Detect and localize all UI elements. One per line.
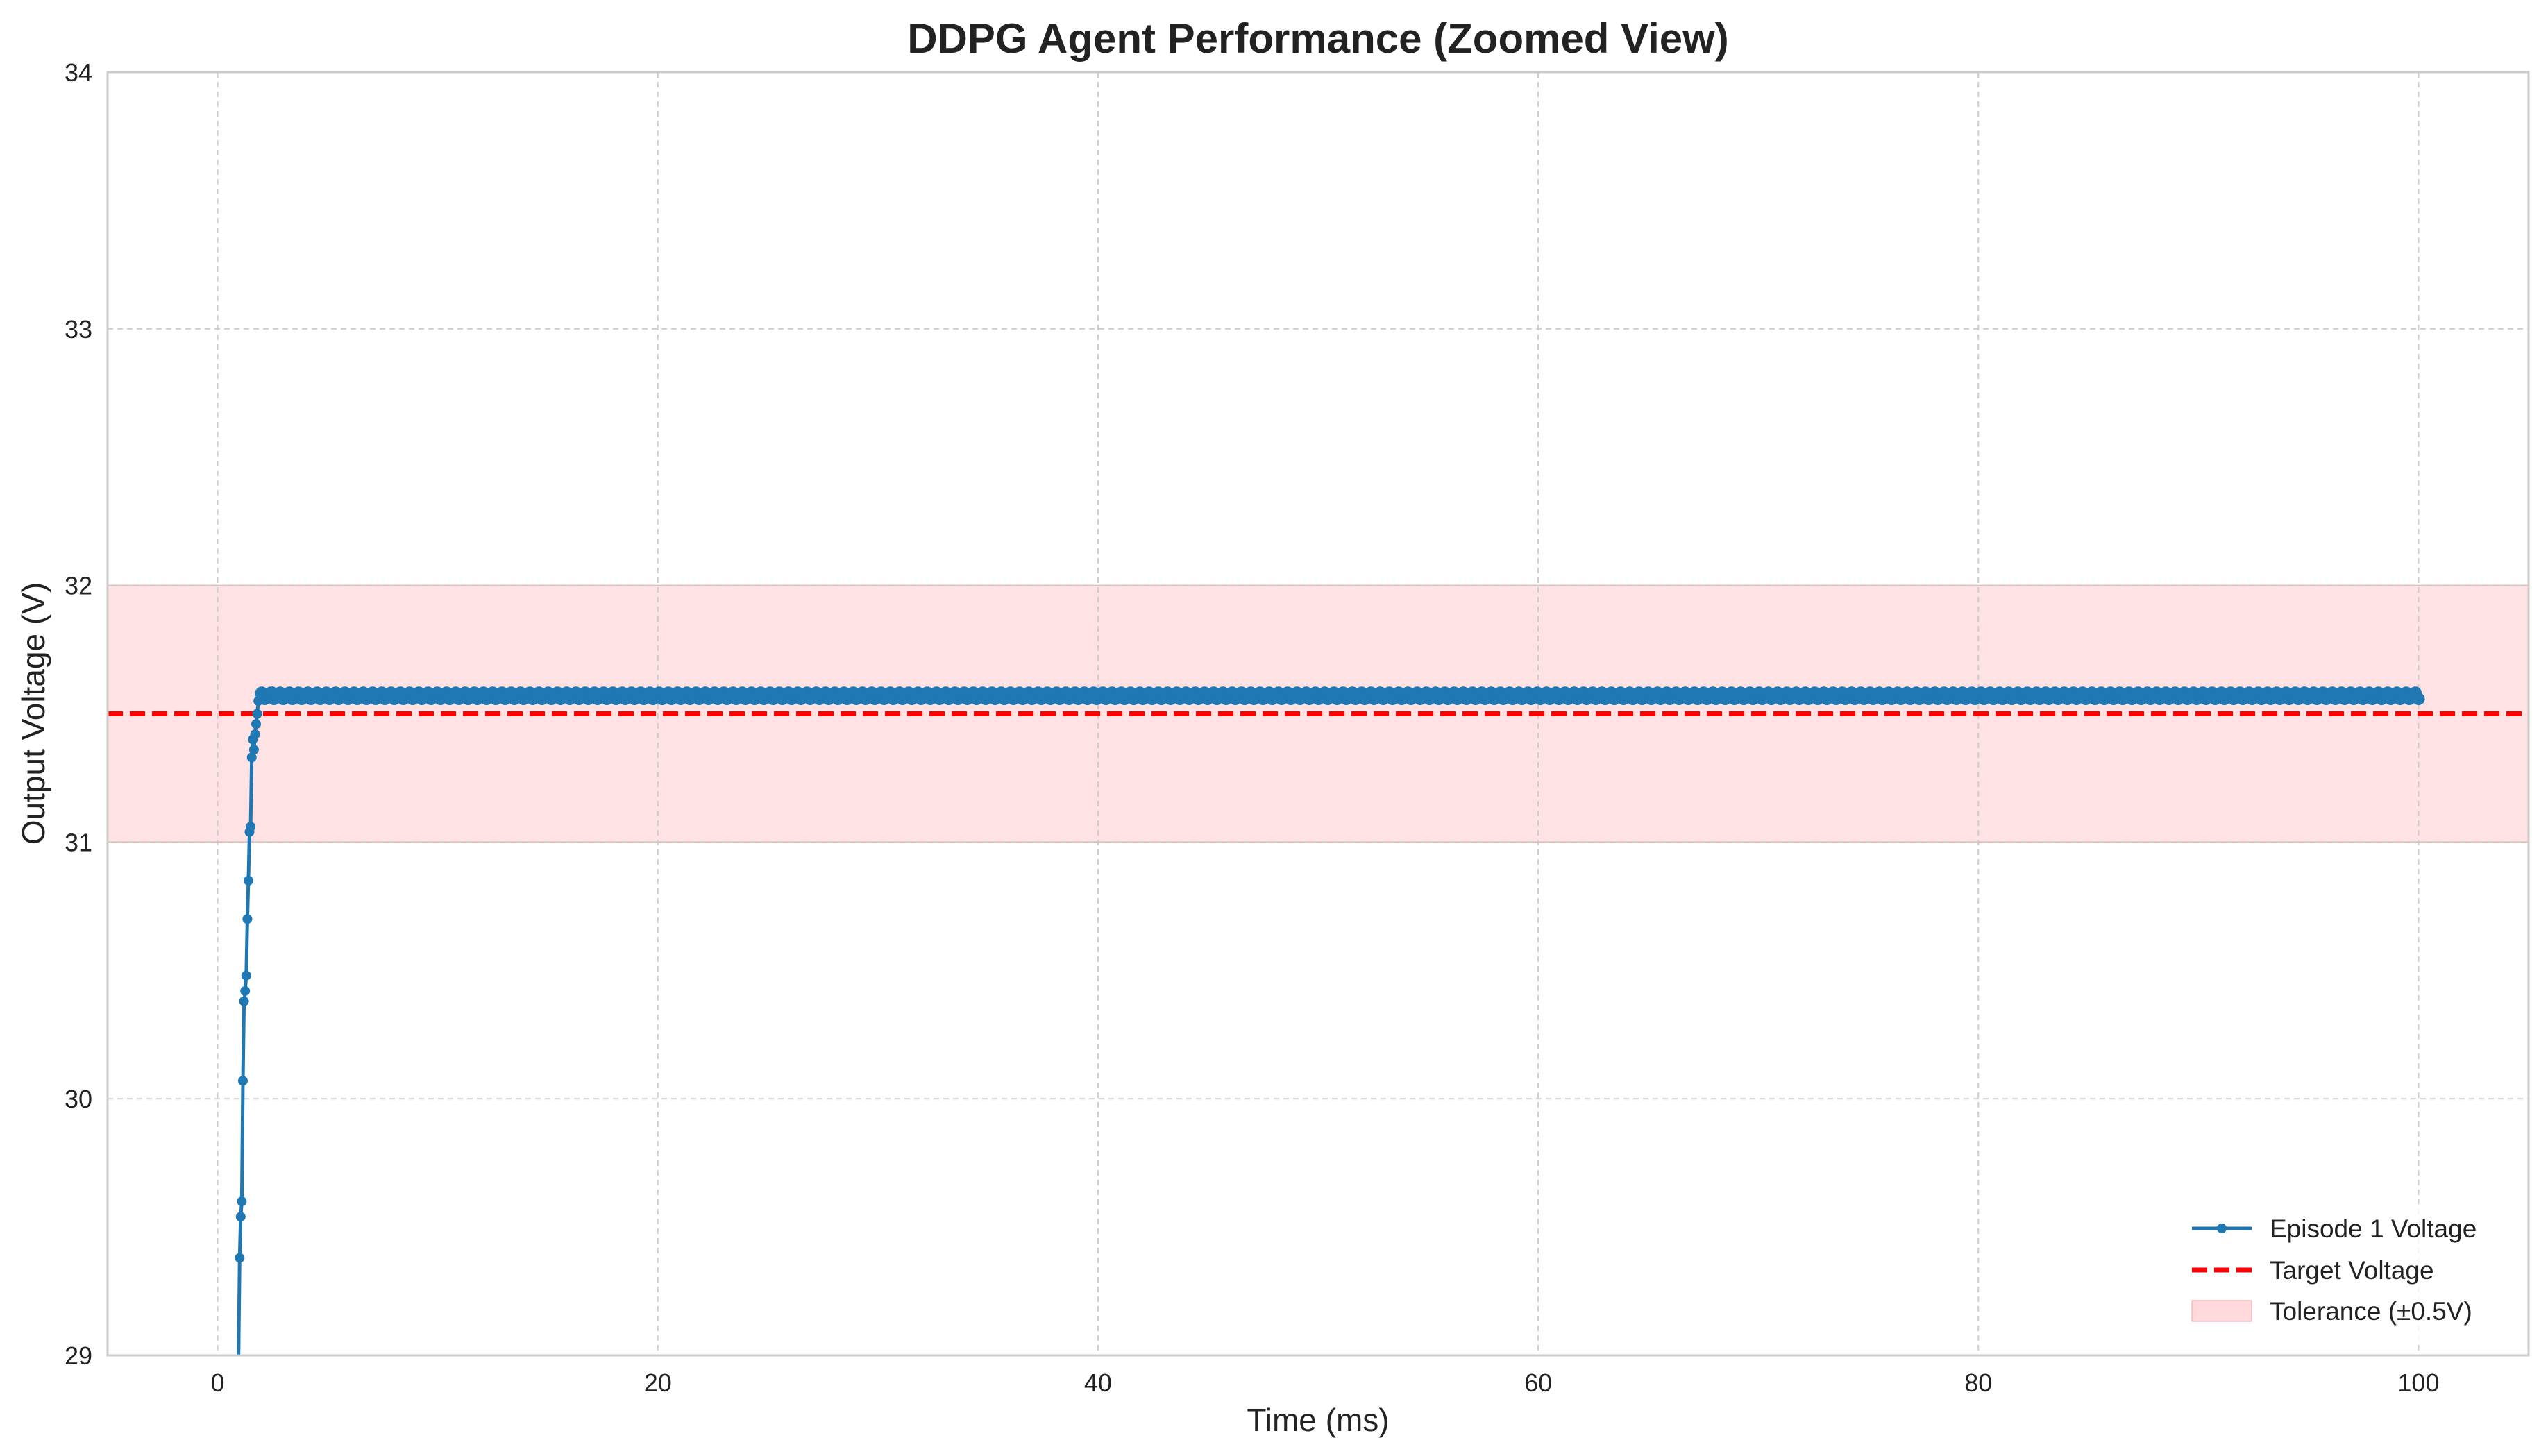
x-tick-label: 40 [1084, 1369, 1112, 1397]
y-tick-label: 29 [65, 1341, 92, 1370]
x-tick-label: 20 [644, 1369, 672, 1397]
episode-voltage-marker [241, 970, 251, 981]
x-tick-label: 80 [1964, 1369, 1992, 1397]
episode-voltage-marker [246, 752, 257, 763]
episode-voltage-marker [238, 1076, 248, 1086]
episode-voltage-marker [251, 719, 261, 729]
episode-voltage-marker [246, 822, 256, 832]
series-layer [235, 686, 2425, 1356]
episode-voltage-marker [252, 709, 262, 719]
chart-title: DDPG Agent Performance (Zoomed View) [907, 15, 1729, 62]
episode-voltage-marker [235, 1253, 245, 1263]
episode-voltage-marker [243, 875, 253, 886]
y-tick-labels: 29 30 31 32 33 34 [65, 58, 92, 1370]
legend-episode-marker-icon [2217, 1224, 2227, 1233]
plot-frame [106, 71, 2530, 1357]
x-axis-label: Time (ms) [1247, 1402, 1389, 1438]
legend-label-tolerance: Tolerance (±0.5V) [2270, 1297, 2472, 1326]
y-axis-label: Output Voltage (V) [15, 582, 51, 845]
x-tick-labels: 0 20 40 60 80 100 [211, 1369, 2440, 1397]
episode-voltage-marker [240, 985, 251, 996]
y-tick-label: 31 [65, 828, 92, 856]
y-tick-label: 32 [65, 572, 92, 600]
legend-label-target: Target Voltage [2270, 1256, 2434, 1285]
episode-voltage-marker [257, 691, 267, 701]
x-tick-label: 60 [1524, 1369, 1552, 1397]
episode-voltage-marker [248, 745, 259, 755]
y-tick-label: 30 [65, 1085, 92, 1113]
x-tick-label: 0 [211, 1369, 225, 1397]
y-tick-label: 34 [65, 58, 92, 87]
y-tick-label: 33 [65, 315, 92, 344]
episode-voltage-marker [2412, 693, 2425, 706]
legend-tolerance-swatch-icon [2191, 1300, 2252, 1322]
episode-voltage-marker [250, 729, 260, 740]
episode-voltage-marker [242, 914, 253, 924]
legend-label-episode: Episode 1 Voltage [2270, 1214, 2477, 1243]
x-tick-label: 100 [2397, 1369, 2439, 1397]
episode-voltage-marker [237, 1196, 247, 1207]
legend: Episode 1 Voltage Target Voltage Toleran… [2179, 1204, 2516, 1343]
episode-voltage-marker [239, 996, 249, 1006]
episode-voltage-marker [235, 1212, 246, 1222]
